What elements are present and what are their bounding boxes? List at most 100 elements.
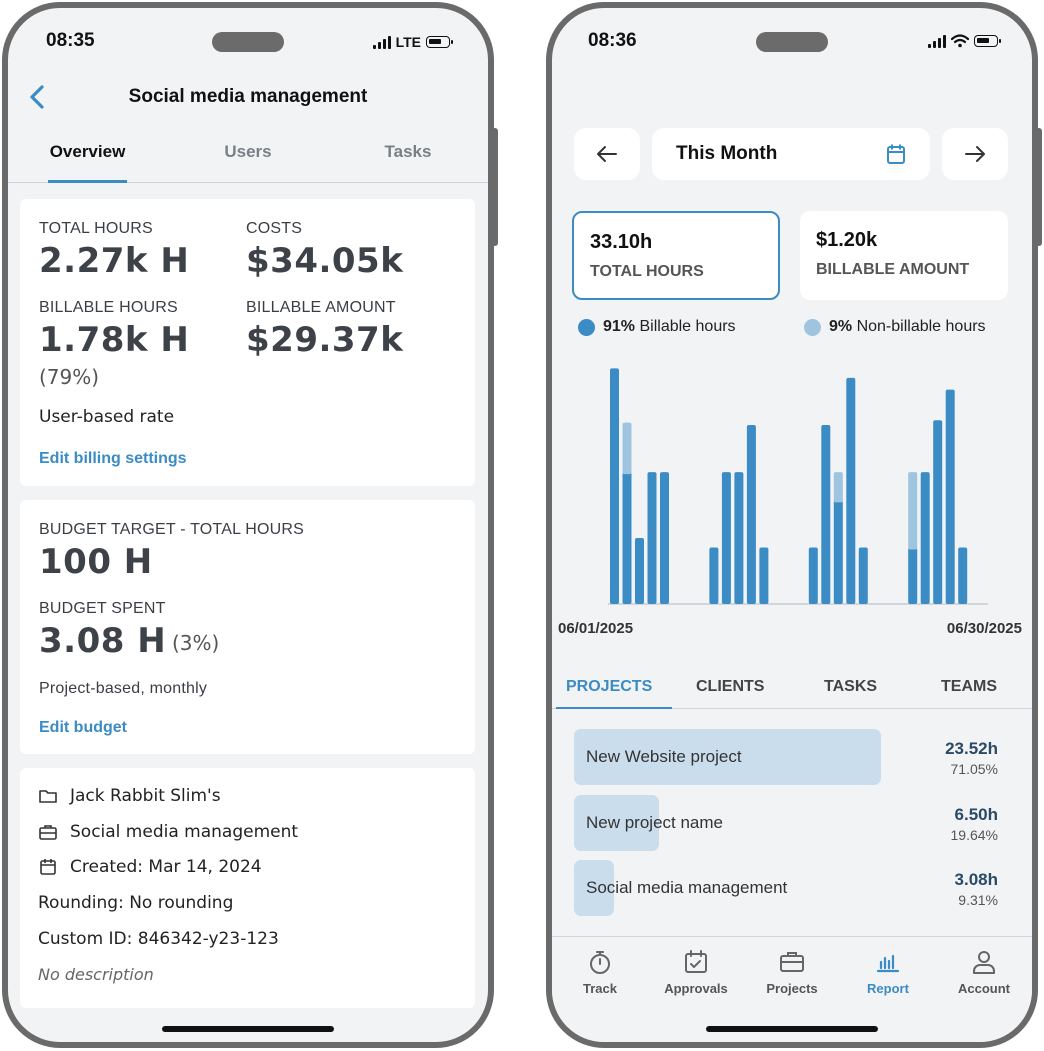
nonbillable-bar <box>622 422 632 475</box>
billable-bar <box>759 547 769 604</box>
hours-bar-chart <box>608 368 988 605</box>
total-hours-value: 33.10h <box>590 231 653 253</box>
edit-billing-link[interactable]: Edit billing settings <box>39 450 187 467</box>
date-range-selector[interactable]: This Month <box>652 128 930 180</box>
briefcase-icon <box>39 825 57 840</box>
legend-nonbillable: 9% Non-billable hours <box>804 318 986 336</box>
side-button <box>1036 128 1042 246</box>
budget-spent-value: 3.08 H <box>39 621 167 661</box>
billable-bar <box>746 424 756 604</box>
chevron-left-icon[interactable] <box>26 82 48 112</box>
billable-dot <box>578 318 595 336</box>
billable-label: Billable hours <box>639 318 736 335</box>
side-button <box>492 128 498 246</box>
nav-approvals[interactable]: Approvals <box>648 949 744 996</box>
page-title: Social media management <box>128 86 368 107</box>
nonbillable-bar <box>833 472 843 503</box>
project-name: New Website project <box>586 747 742 766</box>
network-label: LTE <box>395 34 421 50</box>
nav-track[interactable]: Track <box>552 949 648 996</box>
calendar-icon <box>887 144 905 164</box>
tab-tasks[interactable]: Tasks <box>384 142 432 161</box>
billable-bar <box>821 424 831 604</box>
tab-active-indicator <box>556 707 672 709</box>
project-row[interactable]: Social media management 3.08h 9.31% <box>574 860 998 916</box>
next-period-button[interactable] <box>942 128 1008 180</box>
project-name: Social media management <box>586 878 788 897</box>
project-info-card: Jack Rabbit Slim's Social media manageme… <box>20 768 475 1008</box>
billable-bar <box>721 472 731 604</box>
battery-icon <box>426 36 453 48</box>
previous-period-button[interactable] <box>574 128 640 180</box>
tab-overview[interactable]: Overview <box>49 142 126 161</box>
project-share-bar <box>574 860 614 916</box>
nav-label: Approvals <box>664 981 728 996</box>
budget-type: Project-based, monthly <box>39 680 208 697</box>
stats-card: TOTAL HOURS 2.27k H COSTS $34.05k BILLAB… <box>20 199 475 486</box>
nav-report[interactable]: Report <box>840 949 936 996</box>
billable-bar <box>635 538 644 604</box>
billable-amount-label: BILLABLE AMOUNT <box>246 299 396 316</box>
project-row[interactable]: New project name 6.50h 19.64% <box>574 795 998 851</box>
signal-icon <box>372 35 391 49</box>
user-icon <box>973 951 995 974</box>
dynamic-island <box>756 32 828 52</box>
client-name: Jack Rabbit Slim's <box>70 786 221 806</box>
tab-clients[interactable]: CLIENTS <box>696 678 765 695</box>
calendar-icon <box>40 859 56 875</box>
phone-right: 08:36 This Month 33.10h TOTAL HOURS $1.2… <box>546 2 1038 1048</box>
billable-bar <box>945 389 955 604</box>
edit-budget-link[interactable]: Edit budget <box>39 719 127 736</box>
bar-chart-icon <box>876 954 900 973</box>
tab-users[interactable]: Users <box>224 142 272 161</box>
project-hours: 6.50h <box>954 805 998 824</box>
billable-amount-card[interactable]: $1.20k BILLABLE AMOUNT <box>800 211 1008 300</box>
billable-percent: 91% <box>603 318 636 335</box>
billable-bar <box>622 472 632 604</box>
project-name: New project name <box>586 813 724 832</box>
arrow-left-icon <box>597 146 617 162</box>
budget-target-value: 100 H <box>39 542 153 582</box>
budget-card: BUDGET TARGET - TOTAL HOURS 100 H BUDGET… <box>20 500 475 754</box>
project-percent: 19.64% <box>950 827 998 843</box>
description: No description <box>38 965 154 984</box>
nonbillable-label: Non-billable hours <box>856 318 986 335</box>
nonbillable-percent: 9% <box>829 318 853 335</box>
created-date: Created: Mar 14, 2024 <box>70 857 262 877</box>
project-name: Social media management <box>70 822 299 842</box>
stopwatch-icon <box>590 951 610 974</box>
nonbillable-bar <box>908 472 918 550</box>
tab-tasks[interactable]: TASKS <box>824 678 878 695</box>
breakdown-tab-bar: PROJECTS CLIENTS TASKS TEAMS <box>552 666 1032 709</box>
billable-bar <box>734 472 744 604</box>
nav-account[interactable]: Account <box>936 949 1032 996</box>
x-axis-start-label: 06/01/2025 <box>558 620 634 637</box>
x-axis-end-label: 06/30/2025 <box>946 620 1022 637</box>
status-icons <box>928 34 1001 48</box>
project-hours: 3.08h <box>954 870 998 889</box>
rounding-info: Rounding: No rounding <box>38 893 234 913</box>
nonbillable-dot <box>804 318 821 336</box>
costs-label: COSTS <box>246 220 303 237</box>
tab-projects[interactable]: PROJECTS <box>566 678 653 695</box>
total-hours-label: TOTAL HOURS <box>39 220 153 237</box>
bottom-navigation: Track Approvals Projects Report Account <box>552 936 1032 1042</box>
billable-bar <box>808 547 818 604</box>
project-share-bar <box>574 795 659 851</box>
costs-value: $34.05k <box>246 241 404 281</box>
billable-bar <box>647 472 657 604</box>
arrow-right-icon <box>965 146 985 162</box>
billable-bar <box>709 547 719 604</box>
project-row[interactable]: New Website project 23.52h 71.05% <box>574 729 998 785</box>
billable-bar <box>908 547 918 604</box>
billable-hours-percent: (79%) <box>39 365 100 389</box>
tab-teams[interactable]: TEAMS <box>941 678 997 695</box>
client-row: Jack Rabbit Slim's <box>38 786 221 806</box>
billable-bar <box>833 500 843 604</box>
nav-projects[interactable]: Projects <box>744 949 840 996</box>
total-hours-card[interactable]: 33.10h TOTAL HOURS <box>572 211 780 300</box>
nav-label: Projects <box>766 981 818 996</box>
tab-bar: Overview Users Tasks <box>8 132 488 183</box>
billable-bar <box>933 420 943 604</box>
project-share-bar <box>574 729 881 785</box>
